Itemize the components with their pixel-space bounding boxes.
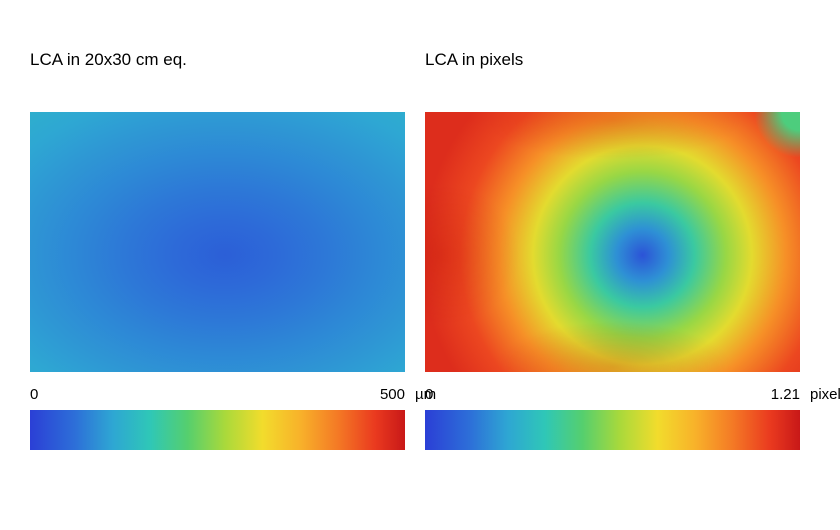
right-scale-min: 0 (425, 386, 433, 403)
left-scale-labels: 0 500 µm (30, 386, 405, 406)
left-heatmap (30, 112, 405, 372)
left-title: LCA in 20x30 cm eq. (30, 50, 405, 72)
right-colorbar (425, 410, 800, 450)
right-scale-max: 1.21 (771, 386, 800, 403)
left-colorbar (30, 410, 405, 450)
right-scale-unit: pixels (810, 386, 840, 403)
chart-pair: LCA in 20x30 cm eq. 0 500 µm LCA in pixe… (0, 0, 840, 480)
right-title: LCA in pixels (425, 50, 800, 72)
left-scale-min: 0 (30, 386, 38, 403)
right-panel: LCA in pixels 0 1.21 pixels (425, 50, 800, 450)
left-panel: LCA in 20x30 cm eq. 0 500 µm (30, 50, 405, 450)
left-scale-max: 500 (380, 386, 405, 403)
right-heatmap (425, 112, 800, 372)
right-scale-labels: 0 1.21 pixels (425, 386, 800, 406)
